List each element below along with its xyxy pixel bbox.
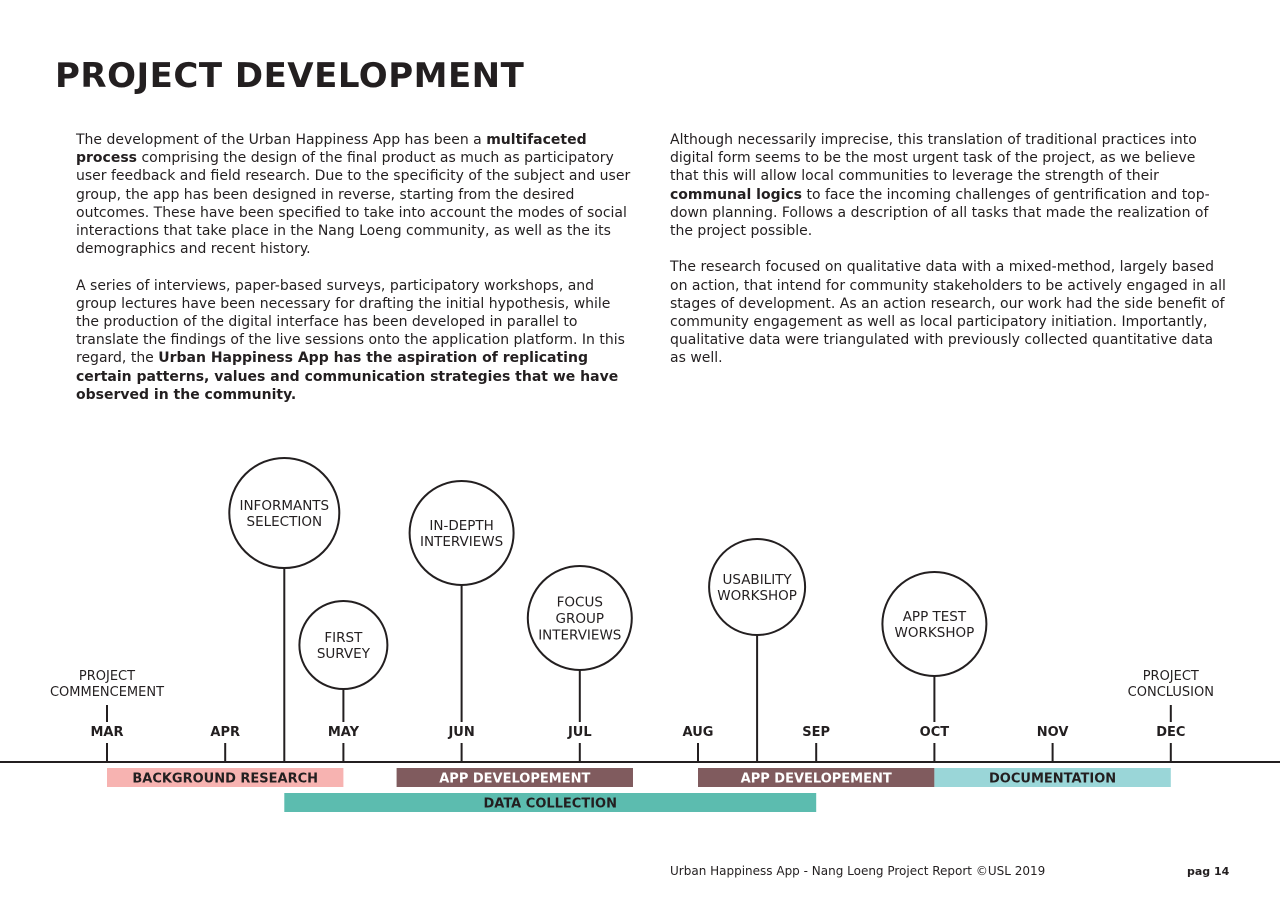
milestone-bubble [526,565,633,671]
milestone-label: GROUP [556,611,605,627]
body-text: Although necessarily imprecise, this tra… [670,132,1197,185]
endpoint-label: COMMENCEMENT [50,685,164,700]
phase-bar [934,768,1171,787]
phase-bar [698,768,935,787]
timeline-milestones: INFORMANTSSELECTIONFIRSTSURVEYIN-DEPTHIN… [228,457,988,762]
milestone-label: INTERVIEWS [538,627,621,643]
milestone-label: USABILITY [723,572,793,588]
intro-paragraph-3: Although necessarily imprecise, this tra… [670,131,1226,240]
milestone-label: FOCUS [557,595,603,611]
phase-bar [396,768,633,787]
milestone-label: INTERVIEWS [420,534,503,550]
timeline-phases: BACKGROUND RESEARCH APP DEVELOPEMENT APP D… [107,768,1171,812]
phase-bar [284,793,817,812]
milestone-label: IN-DEPTH [429,518,493,534]
month-label: APR [210,725,240,740]
endpoint-label: CONCLUSION [1128,685,1214,700]
emphasis-text: communal logics [670,186,803,203]
month-label: OCT [920,725,950,740]
month-label: MAR [90,725,123,740]
body-text: The development of the Urban Happiness A… [76,132,487,148]
intro-paragraph-1: The development of the Urban Happiness A… [76,131,632,258]
milestone-bubble [881,571,988,677]
phase-bar [107,768,344,787]
endpoint-label: PROJECT [79,669,135,684]
milestone-bubble [408,480,515,586]
milestone-label: SURVEY [317,646,371,662]
month-label: JUL [567,725,592,740]
month-label: AUG [683,725,714,740]
month-label: DEC [1156,725,1185,740]
month-label: MAY [328,725,360,740]
phase-label: APP DEVELOPEMENT [741,772,892,787]
emphasis-text: multifaceted process [76,132,587,167]
intro-column-right: Although necessarily imprecise, this tra… [670,131,1226,386]
milestone-label: APP TEST [903,609,967,625]
month-label: JUN [447,725,474,740]
timeline-month-ticks: MAR APR MAY JUN JUL AUG SEP OCT NOV DEC [90,725,1185,762]
phase-label: DATA COLLECTION [483,797,617,812]
body-text: to face the incoming challenges of gentr… [670,186,1210,240]
page-title: PROJECT DEVELOPMENT [55,56,525,96]
milestone-label: WORKSHOP [717,588,797,604]
intro-paragraph-2: A series of interviews, paper-based surv… [76,277,632,404]
emphasis-text: Urban Happiness App has the aspiration o… [76,350,619,403]
milestone-label: WORKSHOP [895,625,975,641]
milestone-bubble [708,538,807,636]
intro-column-left: The development of the Urban Happiness A… [76,131,632,422]
footer-report-credit: Urban Happiness App - Nang Loeng Project… [670,864,1046,878]
milestone-label: SELECTION [247,514,323,530]
body-text: The research focused on qualitative data… [670,259,1226,367]
project-timeline: BACKGROUND RESEARCH APP DEVELOPEMENT APP D… [0,457,1280,812]
endpoint-label: PROJECT [1143,669,1199,684]
milestone-bubble [298,600,389,690]
body-text: A series of interviews, paper-based surv… [76,277,625,367]
milestone-label: FIRST [324,630,363,646]
milestone-label: INFORMANTS [239,498,329,514]
month-label: NOV [1037,725,1069,740]
phase-label: APP DEVELOPEMENT [439,772,590,787]
body-text: comprising the design of the final produ… [76,150,631,258]
phase-label: BACKGROUND RESEARCH [132,772,318,787]
milestone-bubble [228,457,341,569]
phase-label: DOCUMENTATION [989,772,1116,787]
page-number: pag 14 [1187,865,1230,878]
intro-paragraph-4: The research focused on qualitative data… [670,258,1226,367]
month-label: SEP [802,725,830,740]
